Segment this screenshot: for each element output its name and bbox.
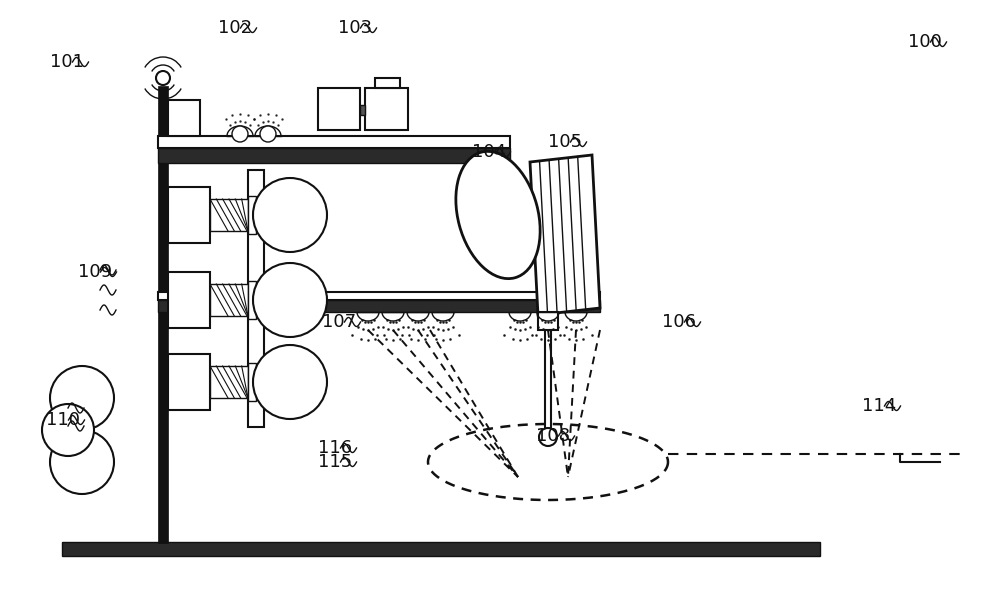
Polygon shape	[210, 366, 248, 398]
Ellipse shape	[456, 151, 540, 279]
Text: 104: 104	[472, 143, 506, 161]
Polygon shape	[168, 354, 210, 410]
Circle shape	[253, 345, 327, 419]
Polygon shape	[62, 542, 820, 556]
Text: 109: 109	[78, 263, 112, 281]
Polygon shape	[530, 155, 600, 315]
Text: 103: 103	[338, 19, 372, 37]
Polygon shape	[375, 78, 400, 88]
Polygon shape	[168, 100, 200, 136]
Text: 114: 114	[862, 397, 896, 415]
Polygon shape	[210, 199, 248, 231]
Polygon shape	[158, 292, 600, 300]
Text: 107: 107	[322, 313, 356, 331]
Polygon shape	[248, 363, 256, 401]
Polygon shape	[248, 281, 256, 319]
Polygon shape	[168, 187, 210, 243]
Polygon shape	[360, 105, 365, 115]
Circle shape	[42, 404, 94, 456]
Text: 105: 105	[548, 133, 582, 151]
Circle shape	[260, 126, 276, 142]
Text: 115: 115	[318, 453, 352, 471]
Polygon shape	[318, 88, 360, 130]
Polygon shape	[158, 300, 600, 312]
Circle shape	[253, 263, 327, 337]
Text: 116: 116	[318, 439, 352, 457]
Polygon shape	[210, 284, 248, 316]
Text: 106: 106	[662, 313, 696, 331]
Circle shape	[156, 71, 170, 85]
Text: 108: 108	[536, 427, 570, 445]
Text: 100: 100	[908, 33, 942, 51]
Text: 102: 102	[218, 19, 252, 37]
Circle shape	[50, 430, 114, 494]
Polygon shape	[248, 170, 264, 427]
Polygon shape	[538, 312, 558, 330]
Polygon shape	[365, 88, 408, 130]
Circle shape	[253, 178, 327, 252]
Circle shape	[50, 366, 114, 430]
Polygon shape	[158, 136, 510, 148]
Polygon shape	[168, 272, 210, 328]
Polygon shape	[248, 196, 256, 234]
Text: 110: 110	[46, 411, 80, 429]
Polygon shape	[158, 86, 168, 543]
Text: 101: 101	[50, 53, 84, 71]
Circle shape	[539, 428, 557, 446]
Circle shape	[232, 126, 248, 142]
Polygon shape	[158, 148, 510, 163]
